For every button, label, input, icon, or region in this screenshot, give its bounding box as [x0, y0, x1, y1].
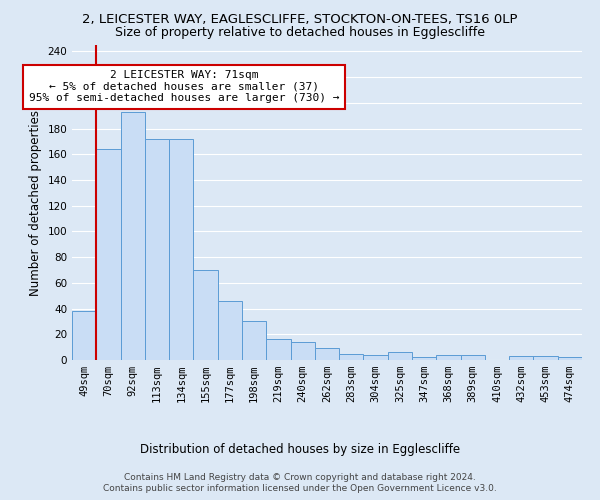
Bar — [558, 358, 582, 360]
Bar — [96, 149, 121, 360]
Text: Distribution of detached houses by size in Egglescliffe: Distribution of detached houses by size … — [140, 442, 460, 456]
Text: Contains public sector information licensed under the Open Government Licence v3: Contains public sector information licen… — [103, 484, 497, 493]
Bar — [509, 356, 533, 360]
Bar — [169, 139, 193, 360]
Bar — [388, 352, 412, 360]
Bar — [436, 355, 461, 360]
Bar — [218, 301, 242, 360]
Bar — [364, 355, 388, 360]
Bar — [242, 322, 266, 360]
Bar — [339, 354, 364, 360]
Bar — [315, 348, 339, 360]
Text: Size of property relative to detached houses in Egglescliffe: Size of property relative to detached ho… — [115, 26, 485, 39]
Text: 2 LEICESTER WAY: 71sqm
← 5% of detached houses are smaller (37)
95% of semi-deta: 2 LEICESTER WAY: 71sqm ← 5% of detached … — [29, 70, 340, 103]
Bar — [461, 355, 485, 360]
Bar — [193, 270, 218, 360]
Bar — [121, 112, 145, 360]
Bar — [145, 139, 169, 360]
Text: 2, LEICESTER WAY, EAGLESCLIFFE, STOCKTON-ON-TEES, TS16 0LP: 2, LEICESTER WAY, EAGLESCLIFFE, STOCKTON… — [82, 12, 518, 26]
Y-axis label: Number of detached properties: Number of detached properties — [29, 110, 42, 296]
Bar — [533, 356, 558, 360]
Text: Contains HM Land Registry data © Crown copyright and database right 2024.: Contains HM Land Registry data © Crown c… — [124, 472, 476, 482]
Bar — [290, 342, 315, 360]
Bar — [72, 311, 96, 360]
Bar — [266, 340, 290, 360]
Bar — [412, 358, 436, 360]
